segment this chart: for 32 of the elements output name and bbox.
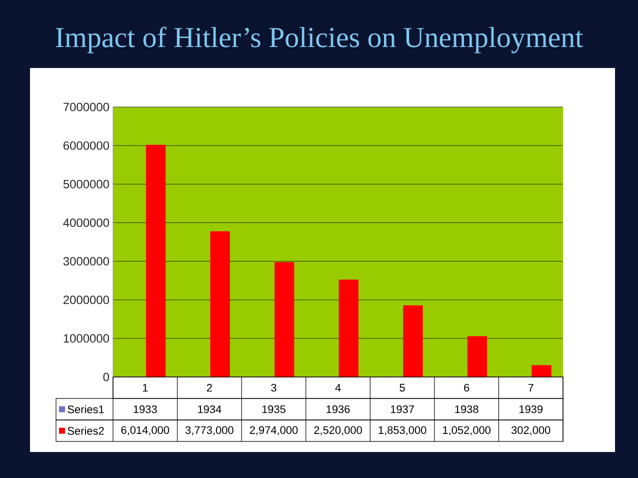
legend-label: Series2 (68, 426, 104, 435)
data-label: 1933 (134, 405, 157, 414)
data-label: 1936 (326, 405, 350, 414)
y-tick-label: 3000000 (63, 257, 110, 266)
data-label: 1,853,000 (378, 426, 426, 436)
data-label: 1938 (455, 405, 478, 414)
data-label: 1935 (262, 405, 286, 414)
x-tick-label: 5 (400, 384, 405, 392)
chart-title: Impact of Hitler’s Policies on Unemployment (56, 26, 583, 54)
y-tick-label: 6000000 (64, 141, 110, 150)
x-tick-label: 6 (464, 384, 470, 392)
legend-label: Series1 (68, 405, 104, 414)
data-label: 1,052,000 (443, 426, 491, 436)
data-label: 1939 (520, 405, 543, 414)
y-tick-label: 7000000 (64, 102, 110, 112)
y-tick-label: 0 (103, 372, 110, 382)
y-tick-label: 2000000 (64, 296, 110, 304)
y-tick-label: 5000000 (63, 180, 110, 188)
data-label: 1937 (390, 405, 414, 414)
data-label: 2,974,000 (250, 426, 298, 436)
y-tick-label: 4000000 (63, 218, 110, 227)
data-label: 6,014,000 (121, 426, 170, 436)
x-tick-label: 2 (206, 384, 212, 392)
x-tick-label: 3 (271, 384, 276, 392)
x-tick-label: 4 (335, 384, 341, 392)
x-tick-label: 7 (528, 384, 534, 392)
data-label: 302,000 (511, 426, 550, 436)
data-label: 1934 (198, 405, 222, 414)
y-tick-label: 1000000 (64, 334, 110, 343)
x-tick-label: 1 (142, 384, 148, 392)
data-label: 3,773,000 (185, 426, 234, 436)
data-label: 2,520,000 (314, 426, 362, 436)
